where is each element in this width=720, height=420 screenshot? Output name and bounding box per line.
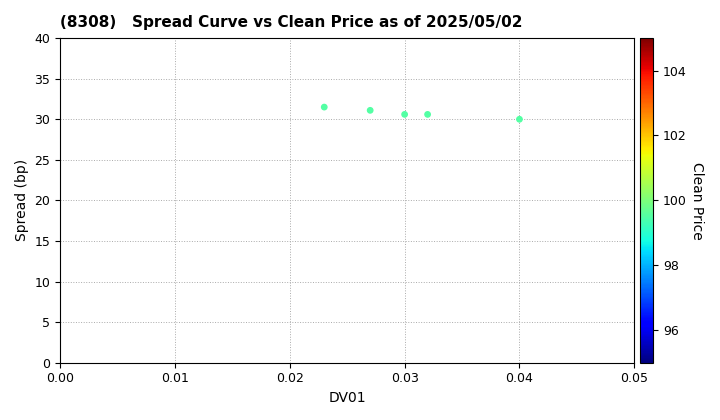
Point xyxy=(399,111,410,118)
X-axis label: DV01: DV01 xyxy=(328,391,366,405)
Point xyxy=(318,104,330,110)
Point xyxy=(364,107,376,114)
Y-axis label: Spread (bp): Spread (bp) xyxy=(15,159,29,242)
Point xyxy=(513,116,525,123)
Point xyxy=(422,111,433,118)
Text: (8308)   Spread Curve vs Clean Price as of 2025/05/02: (8308) Spread Curve vs Clean Price as of… xyxy=(60,15,523,30)
Y-axis label: Clean Price: Clean Price xyxy=(690,162,703,239)
